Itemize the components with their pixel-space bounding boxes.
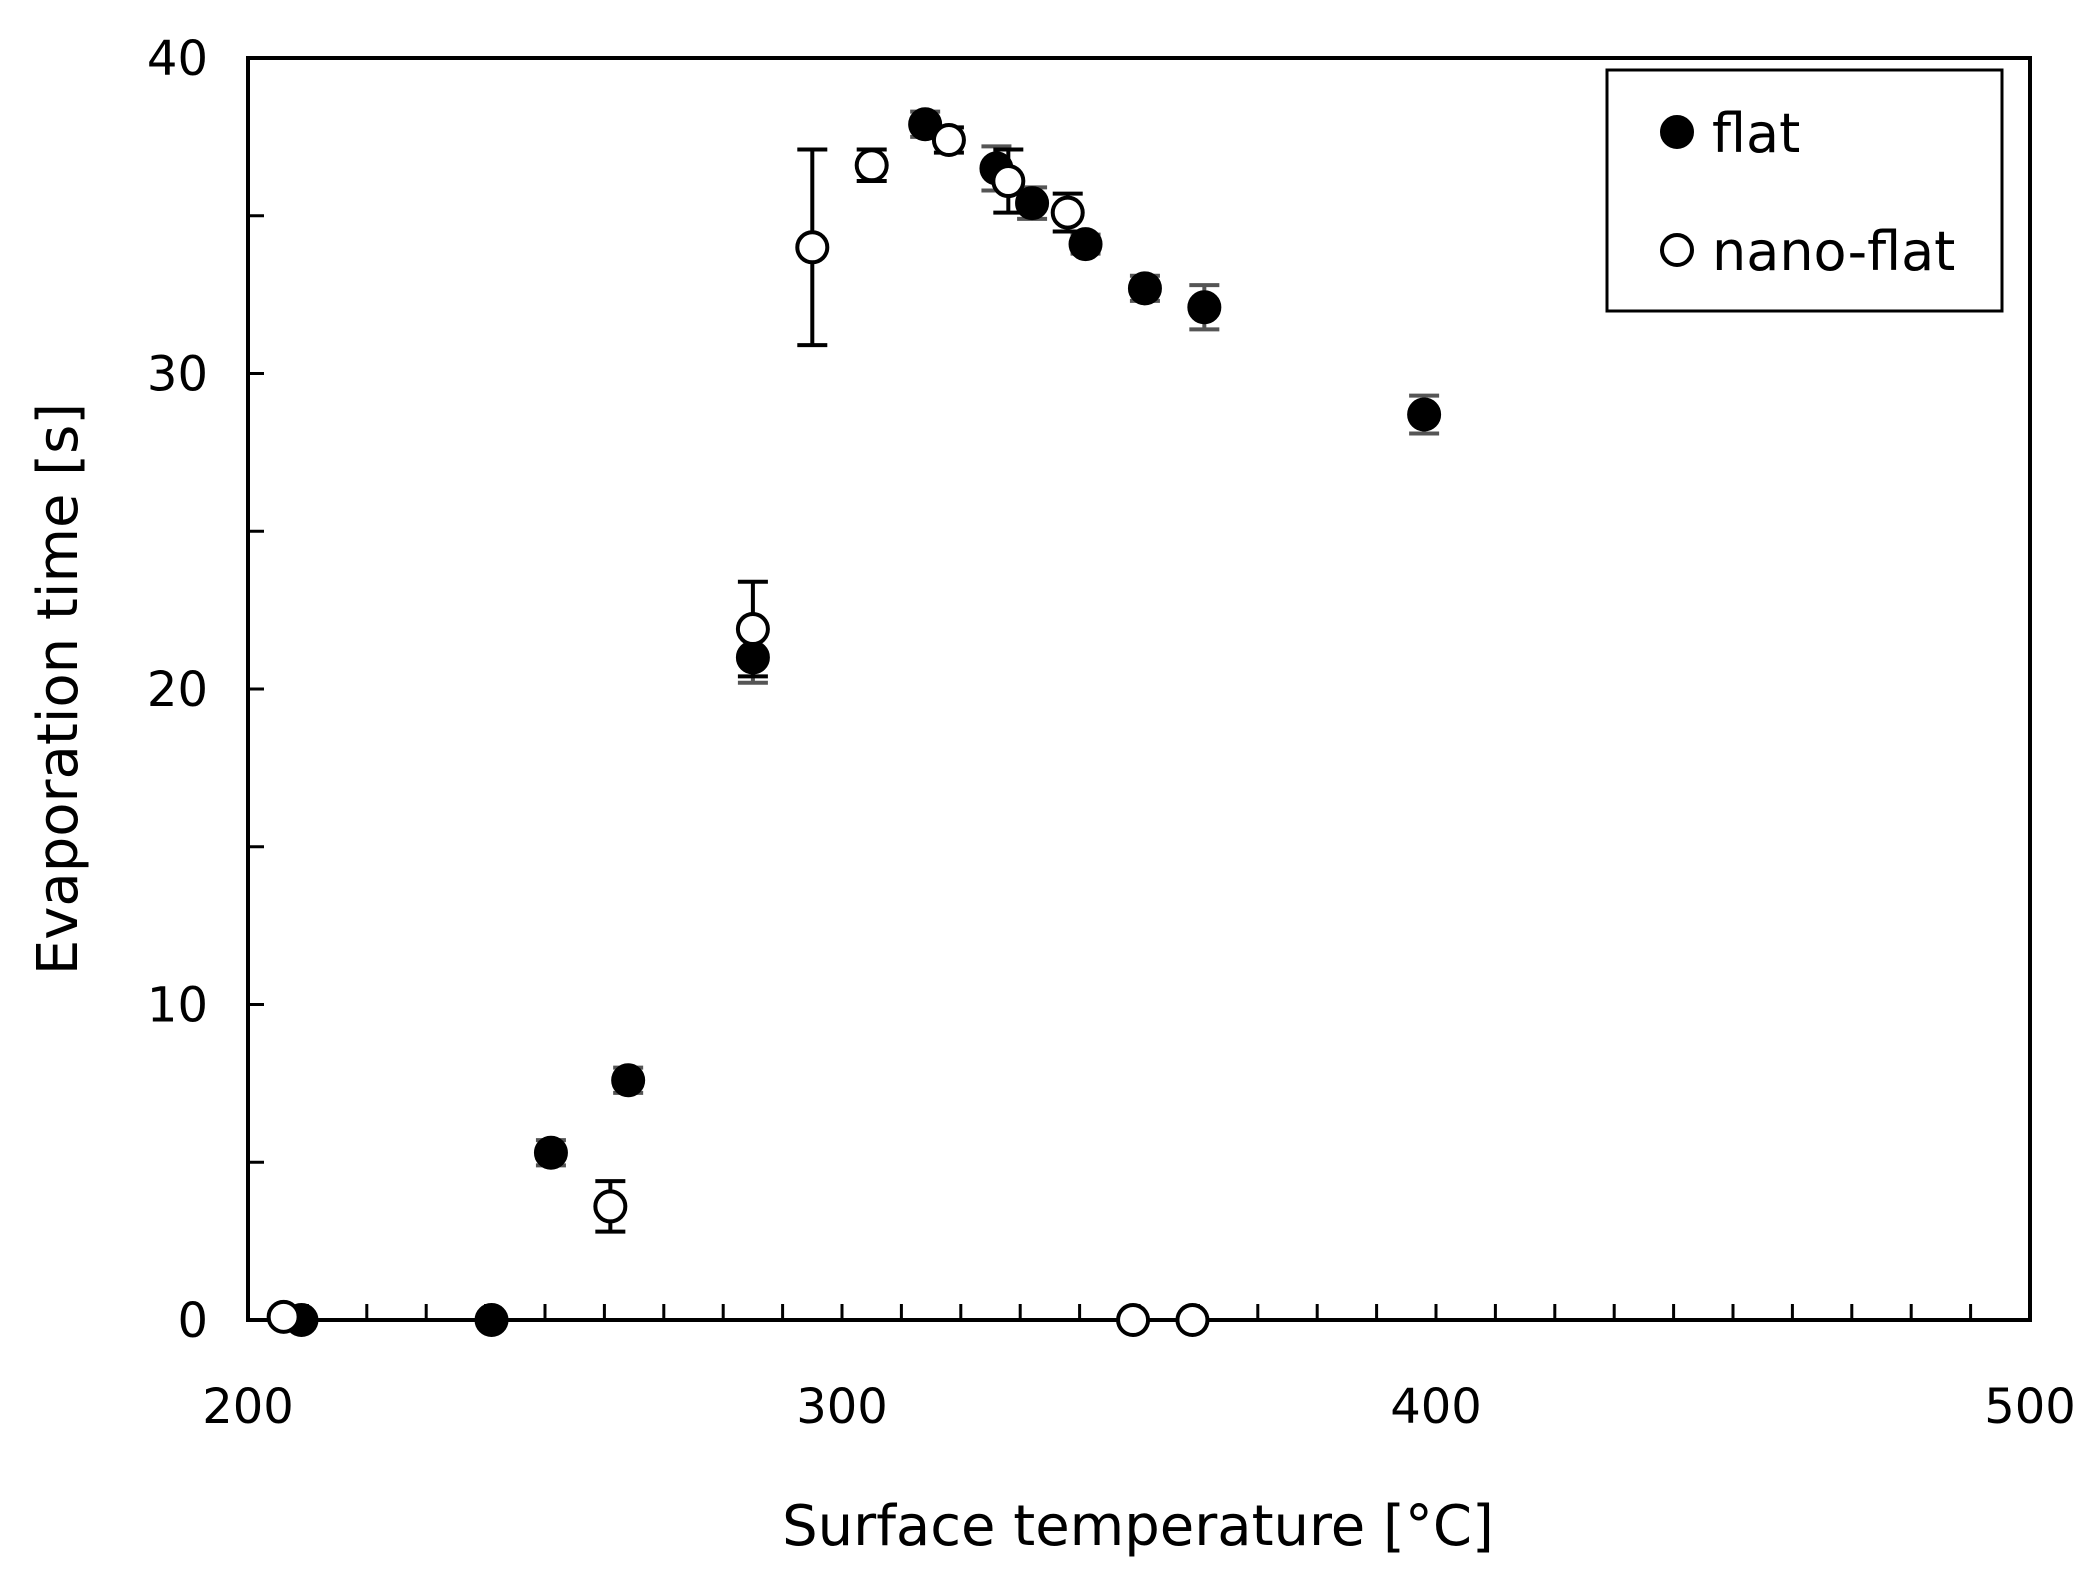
y-tick-label: 40 — [147, 31, 208, 87]
x-tick-label: 500 — [1984, 1379, 2076, 1435]
y-tick-label: 10 — [147, 978, 208, 1034]
point-nano-flat — [931, 123, 966, 158]
point-flat — [908, 107, 943, 142]
y-axis-title: Evaporation time [s] — [26, 403, 91, 975]
legend: flat nano-flat — [1605, 68, 2004, 313]
x-tick-labels: 200 300 400 500 — [202, 1379, 2076, 1435]
point-nano-flat — [593, 1189, 628, 1224]
x-tick-label: 300 — [796, 1379, 888, 1435]
legend-marker-nano-flat — [1660, 233, 1694, 267]
point-flat — [533, 1135, 568, 1170]
x-axis-title: Surface temperature [°C] — [782, 1494, 1494, 1559]
point-flat — [474, 1303, 509, 1337]
x-tick-label: 400 — [1390, 1379, 1482, 1435]
point-nano-flat — [1175, 1303, 1210, 1337]
point-flat — [611, 1063, 646, 1098]
point-nano-flat — [795, 230, 830, 265]
point-flat — [1127, 271, 1162, 306]
data-points — [266, 107, 1442, 1337]
point-flat — [1068, 227, 1103, 262]
x-tick-label: 200 — [202, 1379, 294, 1435]
minor-ticks — [246, 56, 2032, 1322]
legend-label-nano-flat: nano-flat — [1712, 220, 1955, 283]
legend-label-flat: flat — [1712, 102, 1800, 165]
legend-marker-flat — [1660, 115, 1694, 149]
y-tick-label: 0 — [177, 1293, 208, 1349]
point-nano-flat — [1116, 1303, 1151, 1337]
y-tick-label: 30 — [147, 347, 208, 403]
point-nano-flat — [735, 612, 770, 647]
point-nano-flat — [854, 148, 889, 183]
point-nano-flat — [991, 164, 1026, 199]
point-flat — [1407, 397, 1442, 432]
point-nano-flat — [1050, 195, 1085, 230]
point-flat — [1015, 186, 1050, 221]
point-flat — [1187, 290, 1222, 325]
point-nano-flat — [266, 1299, 301, 1334]
y-tick-label: 20 — [147, 662, 208, 718]
legend-box — [1605, 68, 2004, 313]
y-tick-labels: 0 10 20 30 40 — [147, 31, 208, 1349]
